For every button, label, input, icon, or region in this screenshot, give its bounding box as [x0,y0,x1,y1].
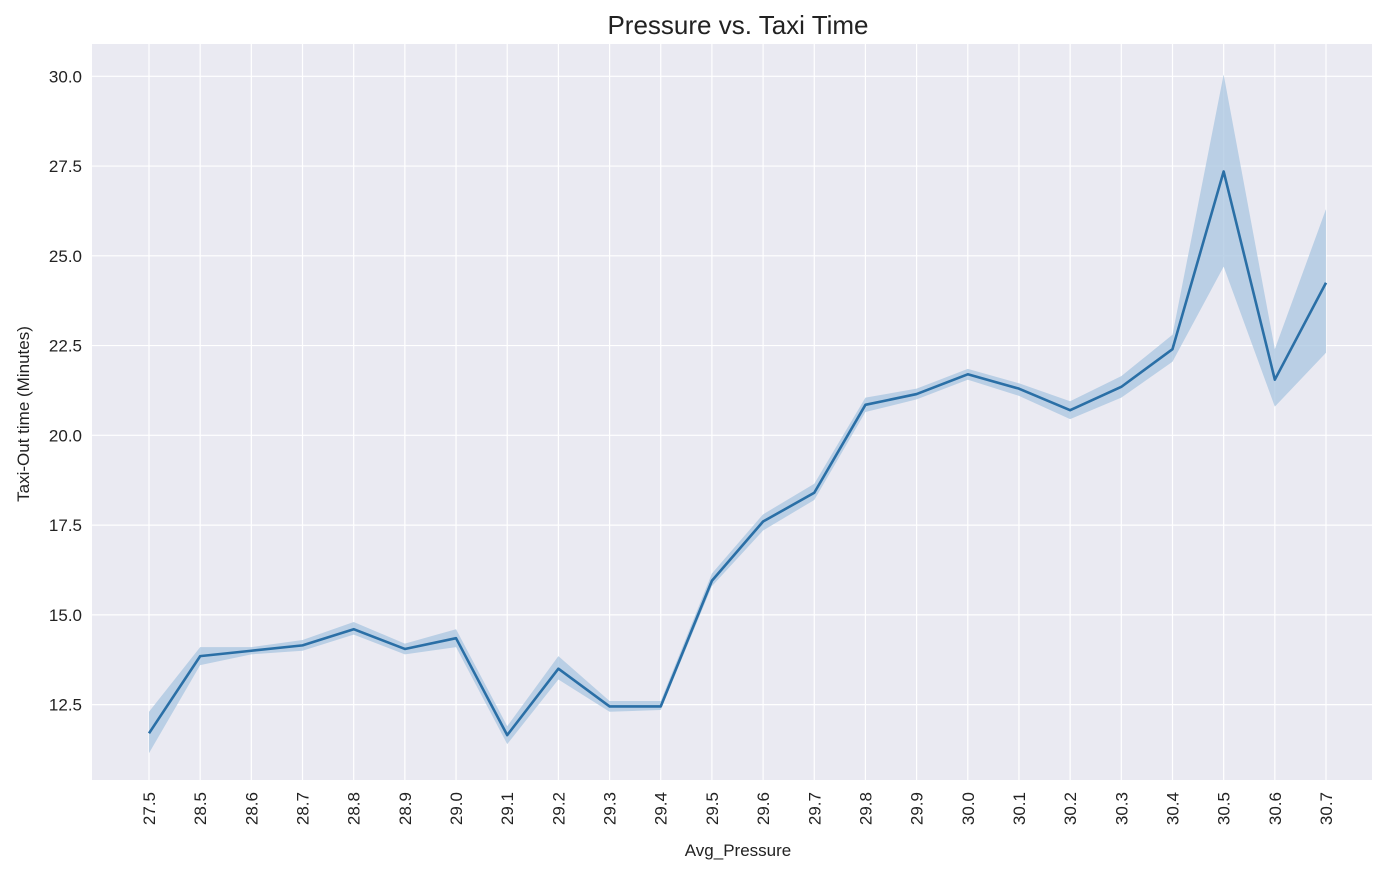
x-tick-label: 30.1 [1010,792,1029,825]
y-tick-label: 20.0 [49,426,82,445]
x-tick-label: 30.4 [1163,792,1182,825]
x-tick-label: 29.8 [856,792,875,825]
x-tick-label: 30.5 [1215,792,1234,825]
x-tick-label: 29.5 [703,792,722,825]
x-axis-label: Avg_Pressure [685,841,791,860]
x-tick-label: 29.7 [805,792,824,825]
x-tick-label: 30.0 [959,792,978,825]
x-tick-label: 28.8 [345,792,364,825]
y-tick-label: 30.0 [49,67,82,86]
plot-background [92,44,1372,780]
y-tick-label: 17.5 [49,516,82,535]
grid-lines [92,44,1372,780]
x-tick-label: 28.5 [191,792,210,825]
x-tick-label: 28.9 [396,792,415,825]
x-tick-label: 29.9 [908,792,927,825]
y-tick-labels: 12.5 15.0 17.5 20.0 22.5 25.0 27.5 30.0 [49,67,82,714]
x-tick-label: 29.2 [549,792,568,825]
x-tick-label: 29.3 [601,792,620,825]
y-tick-label: 25.0 [49,247,82,266]
chart-title: Pressure vs. Taxi Time [607,10,868,40]
x-tick-label: 27.5 [140,792,159,825]
y-tick-label: 12.5 [49,696,82,715]
x-tick-label: 29.0 [447,792,466,825]
x-tick-labels: 27.5 28.5 28.6 28.7 28.8 28.9 29.0 29.1 29.2 29.3… [140,792,1336,825]
x-tick-label: 28.6 [242,792,261,825]
x-tick-label: 29.6 [754,792,773,825]
y-tick-label: 15.0 [49,606,82,625]
y-tick-label: 27.5 [49,157,82,176]
x-tick-label: 29.4 [652,792,671,825]
x-tick-label: 28.7 [294,792,313,825]
series-line [147,170,1328,737]
x-tick-label: 30.3 [1112,792,1131,825]
x-tick-label: 30.6 [1266,792,1285,825]
x-tick-label: 29.1 [498,792,517,825]
x-tick-label: 30.7 [1317,792,1336,825]
y-axis-label: Taxi-Out time (Minutes) [14,326,33,502]
x-tick-label: 30.2 [1061,792,1080,825]
y-tick-label: 22.5 [49,337,82,356]
